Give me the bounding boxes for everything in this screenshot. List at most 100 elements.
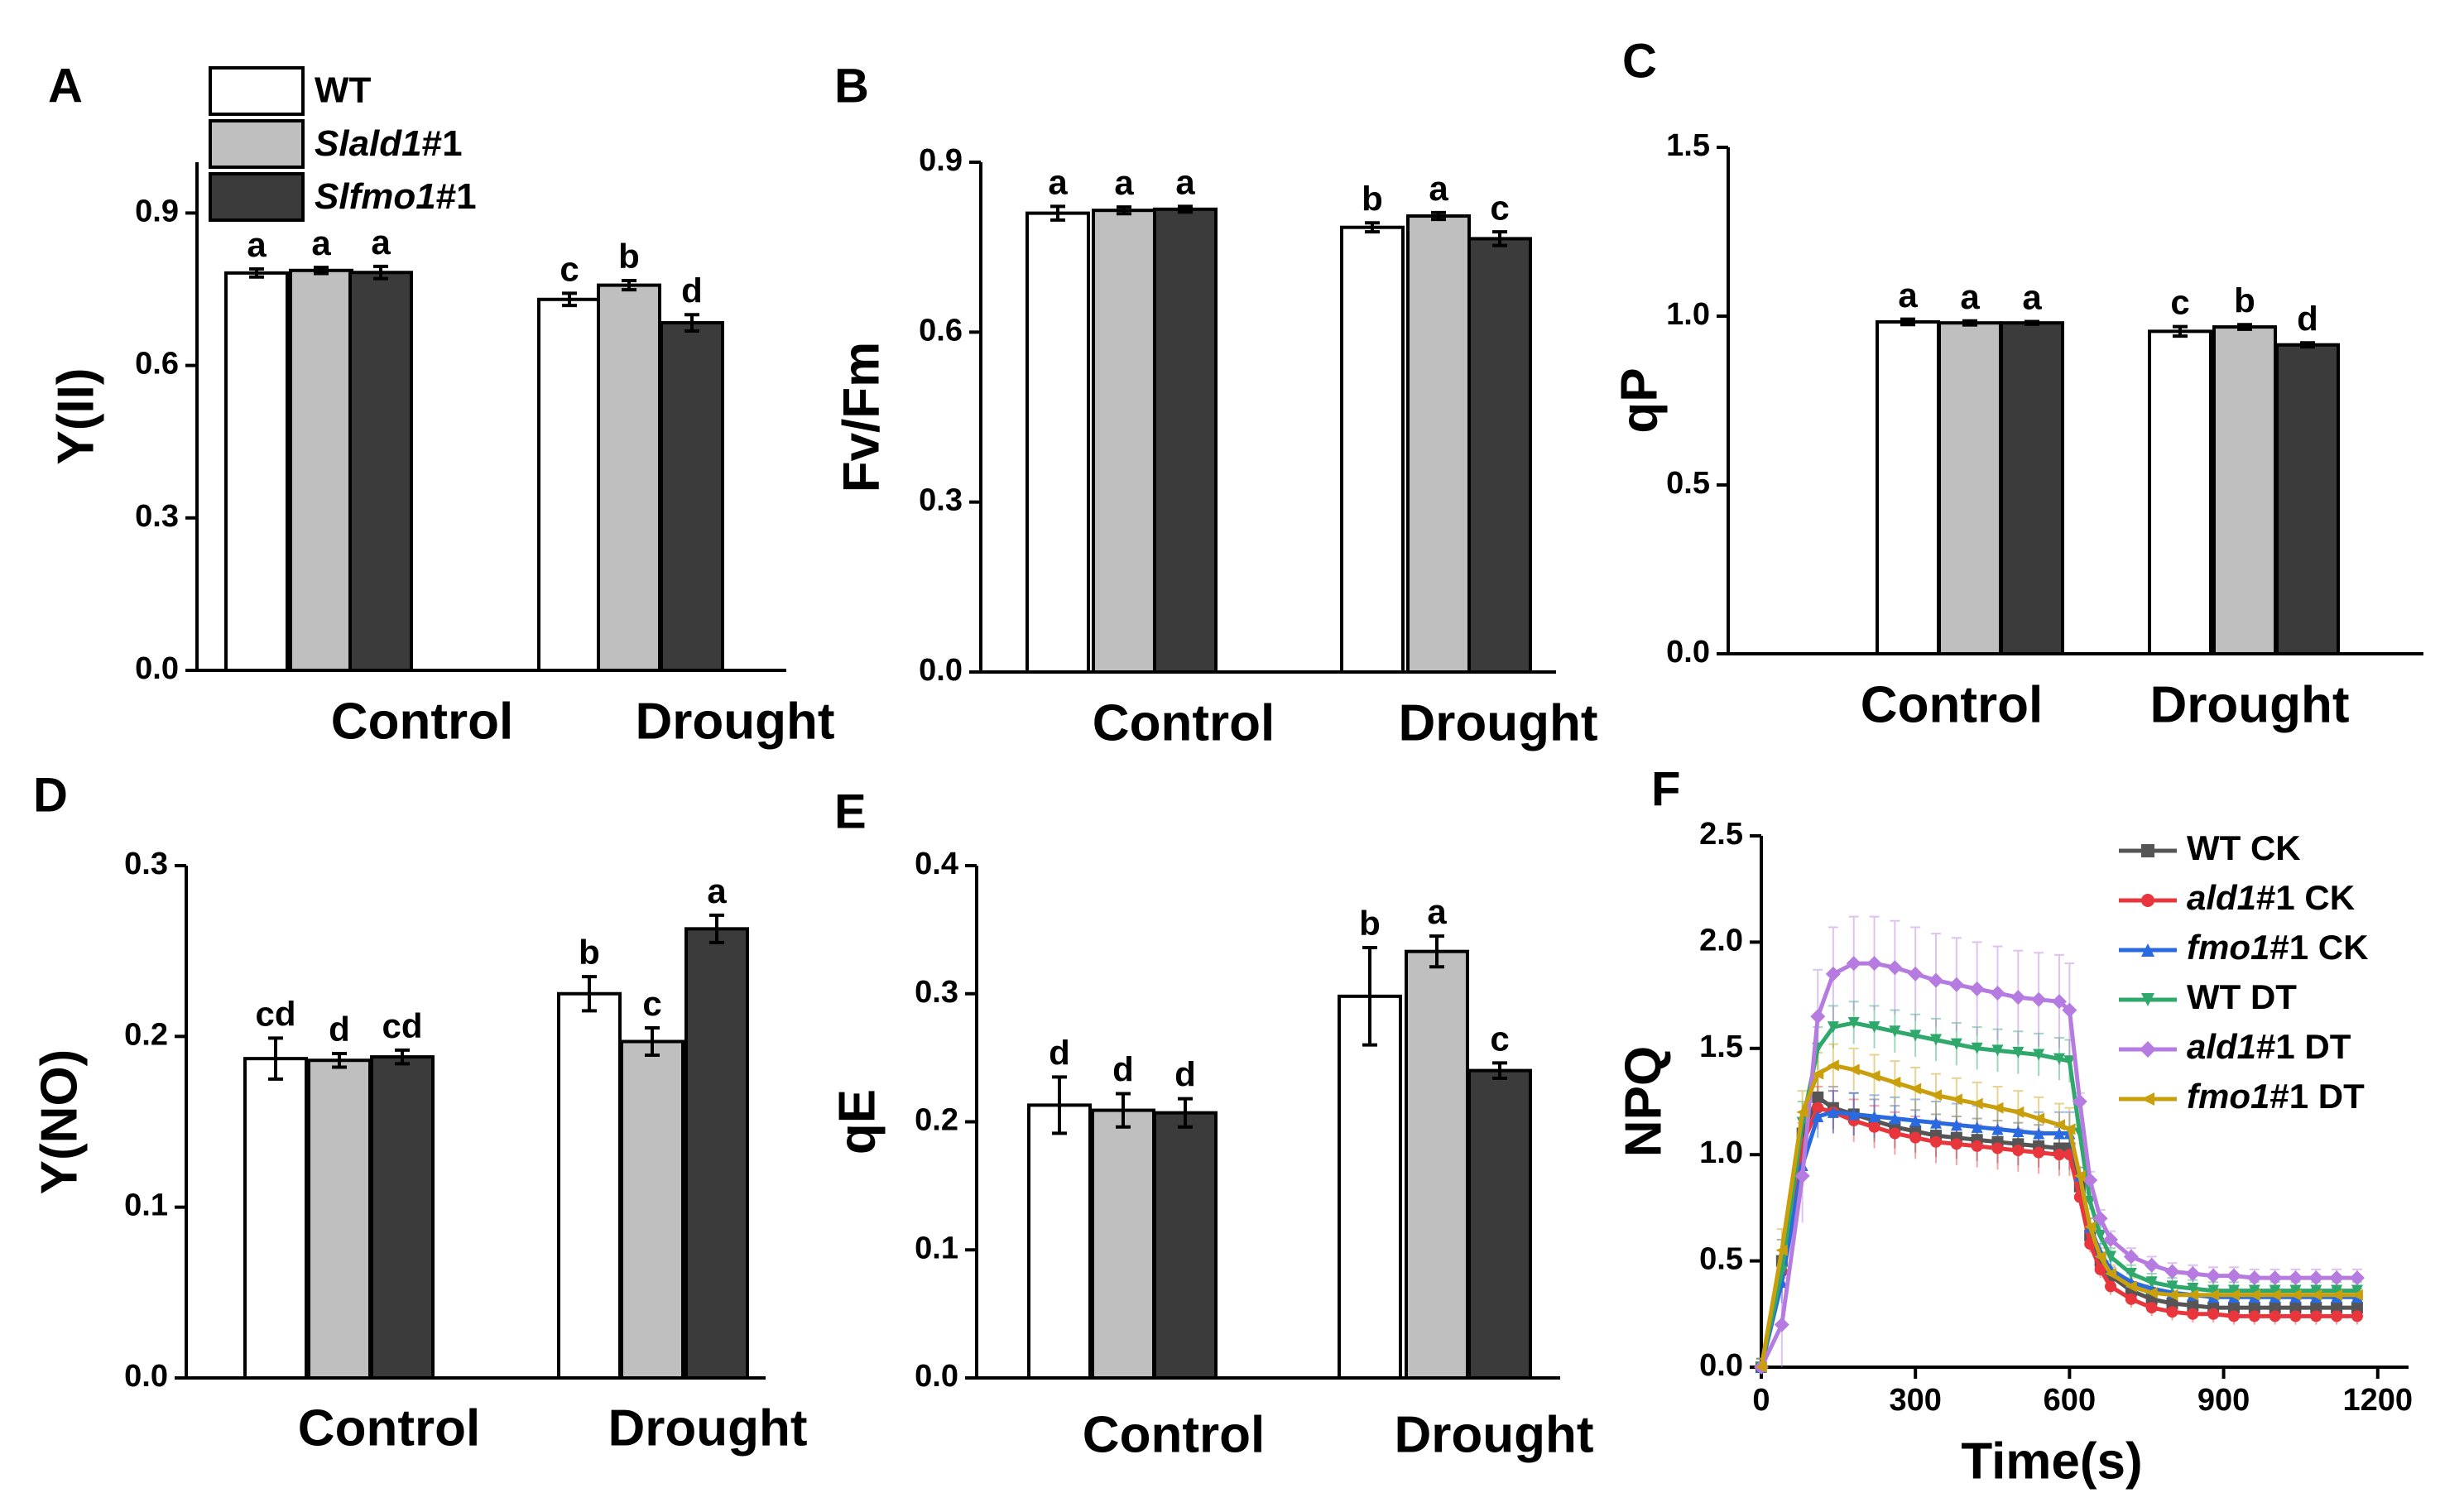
series-point: [1991, 1142, 2004, 1154]
panel-letter: D: [33, 768, 68, 822]
significance-label: a: [1429, 169, 1448, 208]
legend-marker: [2141, 844, 2154, 857]
y-axis-title: NPQ: [1615, 1046, 1672, 1157]
series-point: [2351, 1284, 2363, 1297]
series-point: [1868, 1110, 1880, 1122]
significance-label: a: [1427, 892, 1447, 931]
series-point: [2063, 1123, 2076, 1135]
y-tick-label: 1.0: [1699, 1135, 1743, 1170]
legend-marker: [2141, 1092, 2154, 1106]
legend-marker: [2141, 894, 2154, 907]
series-point: [1868, 1070, 1880, 1082]
series-point: [2053, 1149, 2065, 1161]
series-point: [2331, 1310, 2343, 1322]
panel-letter: E: [834, 785, 867, 838]
series-point: [2105, 1250, 2117, 1263]
series-point: [2053, 1053, 2065, 1065]
legend-label-italic: Slald1: [315, 123, 422, 164]
bar: [1340, 225, 1405, 674]
series-point: [1930, 1116, 1943, 1129]
significance-label: d: [329, 1010, 350, 1049]
y-tick-label: 0.0: [915, 1359, 958, 1394]
x-tick-label: 300: [1889, 1383, 1941, 1418]
series-point: [1991, 1044, 2004, 1057]
series-point: [2010, 990, 2026, 1006]
series-point: [1950, 1038, 1962, 1050]
x-tick-label: 1200: [2342, 1383, 2413, 1418]
bar: [1027, 1103, 1092, 1380]
significance-label: b: [618, 237, 640, 276]
category-label: Control: [331, 693, 513, 750]
series-point: [1812, 1091, 1824, 1103]
series-point: [2094, 1229, 2106, 1241]
significance-label: a: [2022, 278, 2042, 317]
series-point: [2062, 1002, 2077, 1018]
legend-label-main: WT: [2187, 977, 2241, 1016]
y-tick-label: 0.0: [1666, 635, 1710, 670]
bar: [557, 991, 622, 1380]
series-point: [2269, 1289, 2281, 1301]
series-point: [2269, 1284, 2281, 1297]
series-point: [2331, 1289, 2343, 1301]
bar: [1405, 949, 1469, 1380]
y-tick-label: 0.5: [1666, 466, 1710, 501]
series-point: [2033, 1112, 2045, 1125]
series-point: [1775, 1244, 1788, 1256]
series-point: [2248, 1284, 2260, 1297]
series-point: [2145, 1287, 2158, 1299]
bar: [2148, 329, 2212, 655]
series-point: [1969, 981, 1985, 996]
bar: [597, 283, 661, 672]
series-point: [1948, 977, 1964, 992]
series-point: [1825, 966, 1841, 982]
bar: [224, 271, 289, 672]
significance-label: a: [1114, 163, 1134, 202]
series-point: [1928, 972, 1944, 988]
series-point: [2227, 1289, 2240, 1301]
series-point: [2207, 1284, 2220, 1297]
series-point: [2123, 1249, 2139, 1265]
panel-a: A 0.0 0.3 0.6 0.9 Y(II) Control Drought a c a b a d: [47, 59, 834, 750]
bar: [1467, 237, 1532, 674]
series-point: [1950, 1138, 1962, 1150]
series-point: [2082, 1173, 2098, 1188]
y-tick-label: 0.3: [124, 847, 168, 881]
series-point: [1908, 966, 1924, 982]
series-point: [2105, 1280, 2117, 1293]
significance-label: d: [681, 271, 703, 310]
legend-label-main: fmo1: [2187, 928, 2269, 967]
series-point: [2187, 1289, 2199, 1301]
bar: [289, 268, 353, 672]
series-point: [2246, 1270, 2262, 1286]
significance-label: d: [1174, 1055, 1196, 1094]
series-point: [1774, 1317, 1789, 1332]
category-label: Drought: [635, 693, 834, 750]
legend-label-main: WT: [2187, 828, 2241, 867]
category-label: Control: [1083, 1406, 1265, 1463]
significance-label: b: [2234, 281, 2255, 319]
series-point: [1812, 1068, 1824, 1080]
bar: [1153, 1111, 1218, 1380]
significance-label: d: [2297, 299, 2318, 338]
series-point: [2094, 1263, 2106, 1275]
series-point: [2310, 1289, 2322, 1301]
series-point: [1847, 1108, 1860, 1121]
series-point: [2289, 1289, 2302, 1301]
y-tick-label: 0.4: [915, 847, 958, 881]
series-point: [1827, 1106, 1839, 1118]
y-tick-label: 1.0: [1666, 297, 1710, 332]
y-tick-label: 0.5: [1699, 1242, 1743, 1277]
series-point: [1796, 1106, 1808, 1118]
series-point: [2144, 1257, 2159, 1273]
legend-label-main: ald1: [2187, 878, 2256, 917]
y-tick-label: 0.9: [135, 194, 179, 228]
series-point: [2094, 1250, 2106, 1263]
category-label: Drought: [1398, 694, 1597, 751]
bar: [1467, 1068, 1532, 1380]
panel-letter: C: [1622, 34, 1657, 88]
legend-swatch: [209, 66, 305, 116]
y-tick-label: 0.3: [915, 975, 958, 1010]
y-tick-label: 0.9: [919, 143, 963, 178]
series-point: [1909, 1082, 1922, 1095]
